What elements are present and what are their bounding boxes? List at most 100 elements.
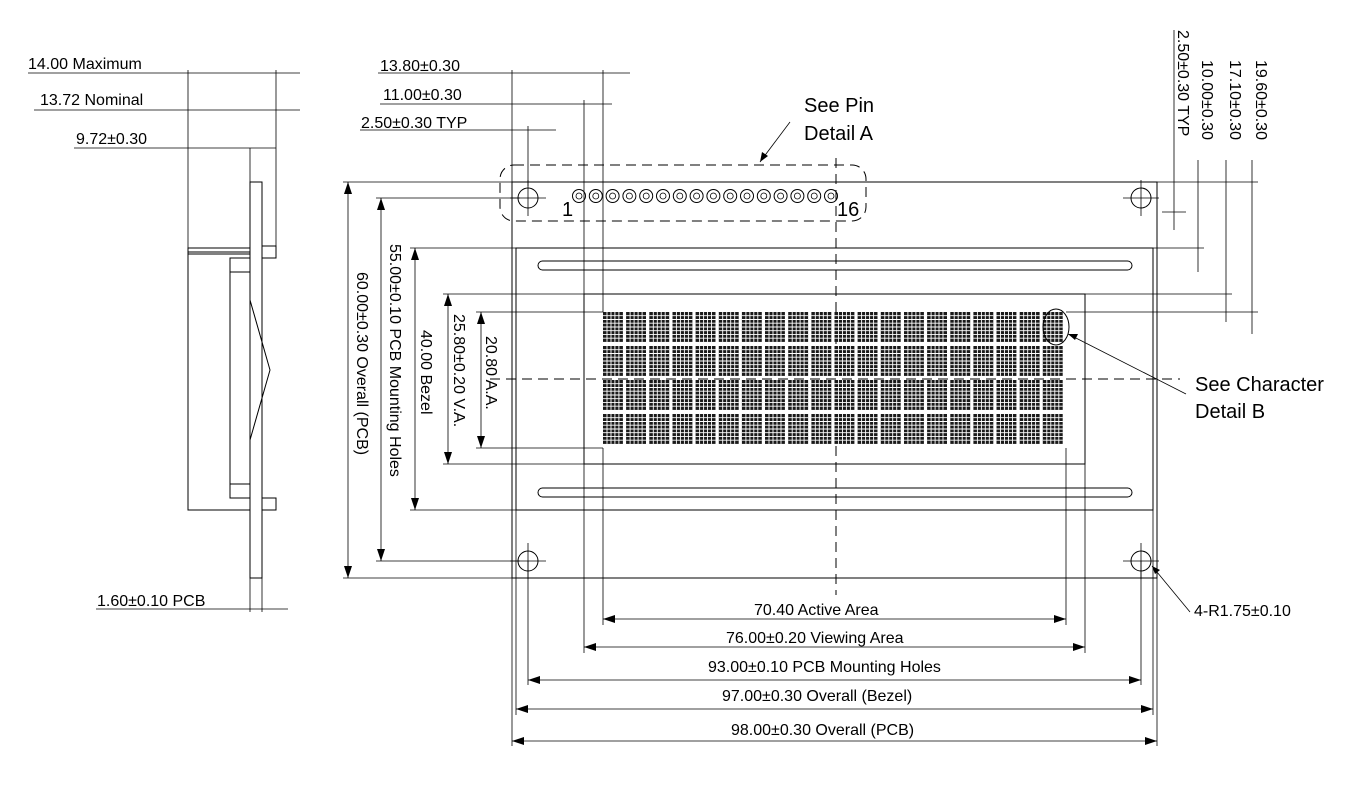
side-pcb — [249, 181, 263, 579]
pin-4 — [622, 189, 637, 203]
first-pin-label: 11.00±0.30 — [383, 87, 462, 104]
character-cell — [649, 312, 670, 342]
character-cell — [857, 414, 878, 444]
character-cell — [973, 312, 994, 342]
character-cell — [695, 414, 716, 444]
character-cell — [811, 380, 832, 410]
character-cell — [834, 346, 855, 376]
character-cell — [927, 312, 947, 342]
side-module-label: 9.72±0.30 — [76, 131, 147, 148]
character-cell — [950, 346, 971, 376]
front-view: 1 16 — [490, 158, 1180, 595]
pin-8 — [689, 189, 704, 203]
character-cell — [603, 414, 623, 444]
active-width-label: 70.40 Active Area — [754, 602, 879, 619]
character-cell — [718, 414, 739, 444]
character-cell — [741, 380, 762, 410]
character-cell — [649, 380, 670, 410]
character-cell — [927, 380, 947, 410]
bottom-dimensions: 70.40 Active Area 76.00±0.20 Viewing Are… — [511, 448, 1158, 746]
character-cell — [880, 312, 901, 342]
character-cell — [1019, 346, 1040, 376]
character-cell — [904, 414, 924, 444]
side-connector-top — [261, 245, 277, 259]
pin-detail-callout-line2: Detail A — [804, 123, 874, 145]
character-cell — [904, 346, 924, 376]
char-detail-callout-line1: See Character — [1195, 374, 1324, 396]
character-cell — [718, 380, 739, 410]
character-cell — [904, 312, 924, 342]
pin-detail-callout-line1: See Pin — [804, 95, 874, 117]
pcb-width-label: 98.00±0.30 Overall (PCB) — [731, 722, 914, 739]
pin-15 — [807, 189, 822, 203]
character-cell — [857, 380, 878, 410]
side-max-label: 14.00 Maximum — [28, 56, 142, 73]
character-cell — [927, 346, 947, 376]
character-cell — [973, 380, 994, 410]
character-cell — [788, 380, 809, 410]
character-cell — [649, 346, 670, 376]
character-cell — [741, 346, 762, 376]
character-cell — [1042, 414, 1063, 444]
pin-offset-label: 13.80±0.30 — [380, 58, 460, 75]
right-aa-offset-label: 19.60±0.30 — [1252, 60, 1269, 140]
side-connector-bottom — [261, 497, 277, 511]
character-cell — [996, 312, 1017, 342]
right-dimensions: 2.50±0.30 TYP 10.00±0.30 17.10±0.30 19.6… — [1066, 30, 1269, 334]
pcb-overall-height-label: 60.00±0.30 Overall (PCB) — [353, 272, 370, 455]
bezel-slot-bottom — [537, 487, 1133, 498]
character-cell — [672, 414, 693, 444]
character-cell — [996, 414, 1017, 444]
character-cell — [718, 312, 739, 342]
pin-1-label: 1 — [562, 199, 573, 221]
bezel-width-label: 97.00±0.30 Overall (Bezel) — [722, 688, 912, 705]
right-pin-offset-label: 2.50±0.30 TYP — [1174, 30, 1191, 136]
character-cell — [880, 346, 901, 376]
pcb-outline — [511, 181, 1158, 579]
character-cell — [626, 312, 647, 342]
character-cell — [834, 312, 855, 342]
hole-radius-callout: 4-R1.75±0.10 — [1194, 603, 1291, 620]
character-detail-marker — [1042, 308, 1070, 346]
pin-3 — [605, 189, 620, 203]
character-cell — [765, 414, 785, 444]
character-cell — [811, 312, 832, 342]
left-dimensions: 60.00±0.30 Overall (PCB) 55.00±0.10 PCB … — [343, 181, 603, 579]
character-cell — [672, 380, 693, 410]
character-cell — [1019, 414, 1040, 444]
pcb-holes-height-label: 55.00±0.10 PCB Mounting Holes — [386, 244, 403, 477]
side-pcb-label: 1.60±0.10 PCB — [97, 593, 205, 610]
character-cell — [765, 346, 785, 376]
character-cell — [603, 346, 623, 376]
pin-2 — [588, 189, 603, 203]
character-cell — [626, 414, 647, 444]
character-cell — [672, 312, 693, 342]
right-va-offset-label: 17.10±0.30 — [1226, 60, 1243, 140]
pin-pitch-label: 2.50±0.30 TYP — [361, 115, 467, 132]
side-backlight-curve — [249, 299, 271, 441]
character-cell — [788, 346, 809, 376]
character-cell — [1019, 312, 1040, 342]
callouts: See Pin Detail A See Character Detail B … — [759, 95, 1324, 620]
character-cell — [950, 312, 971, 342]
mounting-hole-tr — [1123, 180, 1159, 216]
character-cell — [834, 414, 855, 444]
pin-10 — [723, 189, 738, 203]
active-height-label: 20.80 A.A. — [482, 336, 499, 410]
pin-16-label: 16 — [837, 199, 859, 221]
side-view: 14.00 Maximum 13.72 Nominal 9.72±0.30 1.… — [28, 56, 300, 612]
pin-dimensions: 13.80±0.30 11.00±0.30 2.50±0.30 TYP — [360, 58, 630, 312]
pin-16 — [824, 189, 838, 203]
side-body — [187, 247, 251, 511]
character-cell — [695, 312, 716, 342]
character-cell — [1042, 380, 1063, 410]
right-bezel-offset-label: 10.00±0.30 — [1198, 60, 1215, 140]
character-cell — [880, 414, 901, 444]
character-cell — [973, 346, 994, 376]
pin-13 — [773, 189, 788, 203]
character-cell — [695, 380, 716, 410]
side-nominal-label: 13.72 Nominal — [40, 92, 143, 109]
pin-detail-region — [499, 164, 867, 222]
pin-row — [572, 189, 838, 203]
